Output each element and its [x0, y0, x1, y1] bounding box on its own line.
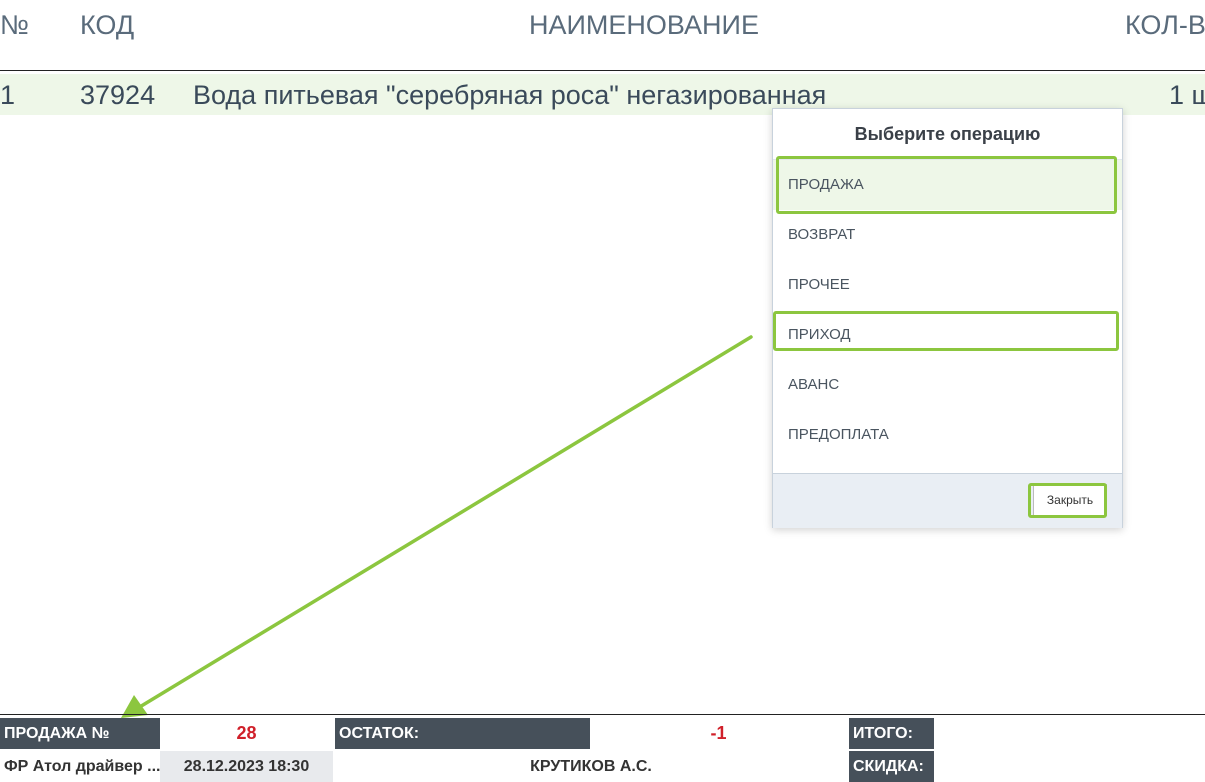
column-header-name: НАИМЕНОВАНИЕ: [529, 10, 759, 40]
operation-return[interactable]: ВОЗВРАТ: [773, 210, 1122, 260]
operation-sale-label: ПРОДАЖА: [788, 176, 864, 193]
column-header-number: №: [0, 10, 29, 40]
row-number: 1: [0, 80, 16, 110]
cashier-name: КРУТИКОВ А.С.: [530, 757, 652, 775]
operation-return-label: ВОЗВРАТ: [788, 226, 856, 243]
operation-other-label: ПРОЧЕЕ: [788, 276, 850, 293]
row-code: 37924: [80, 80, 156, 110]
row-name: Вода питьевая "серебряная роса" негазиро…: [193, 80, 827, 110]
table-header: № КОД НАИМЕНОВАНИЕ КОЛ-В: [0, 0, 1205, 71]
status-bar: ПРОДАЖА № 28 ОСТАТОК: -1 ИТОГО: ФР Атол …: [0, 714, 1205, 782]
row-quantity: 1 ш: [1169, 80, 1205, 110]
column-header-code: КОД: [80, 10, 135, 40]
table-row[interactable]: 1 37924 Вода питьевая "серебряная роса" …: [0, 74, 1205, 115]
operation-dialog: Выберите операцию ПРОДАЖА ВОЗВРАТ ПРОЧЕЕ…: [772, 108, 1123, 528]
driver-label: ФР Атол драйвер ...: [0, 751, 160, 782]
operation-income[interactable]: ПРИХОД: [773, 310, 1122, 360]
operation-sale[interactable]: ПРОДАЖА: [773, 160, 1122, 210]
balance-label: ОСТАТОК:: [335, 718, 590, 749]
sale-number-value: 28: [236, 723, 257, 743]
operation-prepayment-label: ПРЕДОПЛАТА: [788, 426, 889, 443]
column-header-quantity: КОЛ-В: [1125, 10, 1205, 40]
close-button[interactable]: Закрыть: [1033, 484, 1107, 516]
total-label: ИТОГО:: [849, 718, 934, 749]
operation-other[interactable]: ПРОЧЕЕ: [773, 260, 1122, 310]
operation-prepayment[interactable]: ПРЕДОПЛАТА: [773, 410, 1122, 460]
dialog-title: Выберите операцию: [773, 109, 1122, 160]
discount-label: СКИДКА:: [849, 751, 934, 782]
date-time: 28.12.2023 18:30: [160, 751, 333, 782]
balance-value: -1: [710, 723, 727, 743]
operation-income-label: ПРИХОД: [788, 326, 851, 343]
dialog-footer: Закрыть: [773, 473, 1122, 528]
sale-number-label: ПРОДАЖА №: [0, 718, 160, 749]
operation-advance[interactable]: АВАНС: [773, 360, 1122, 410]
operation-advance-label: АВАНС: [788, 376, 840, 393]
